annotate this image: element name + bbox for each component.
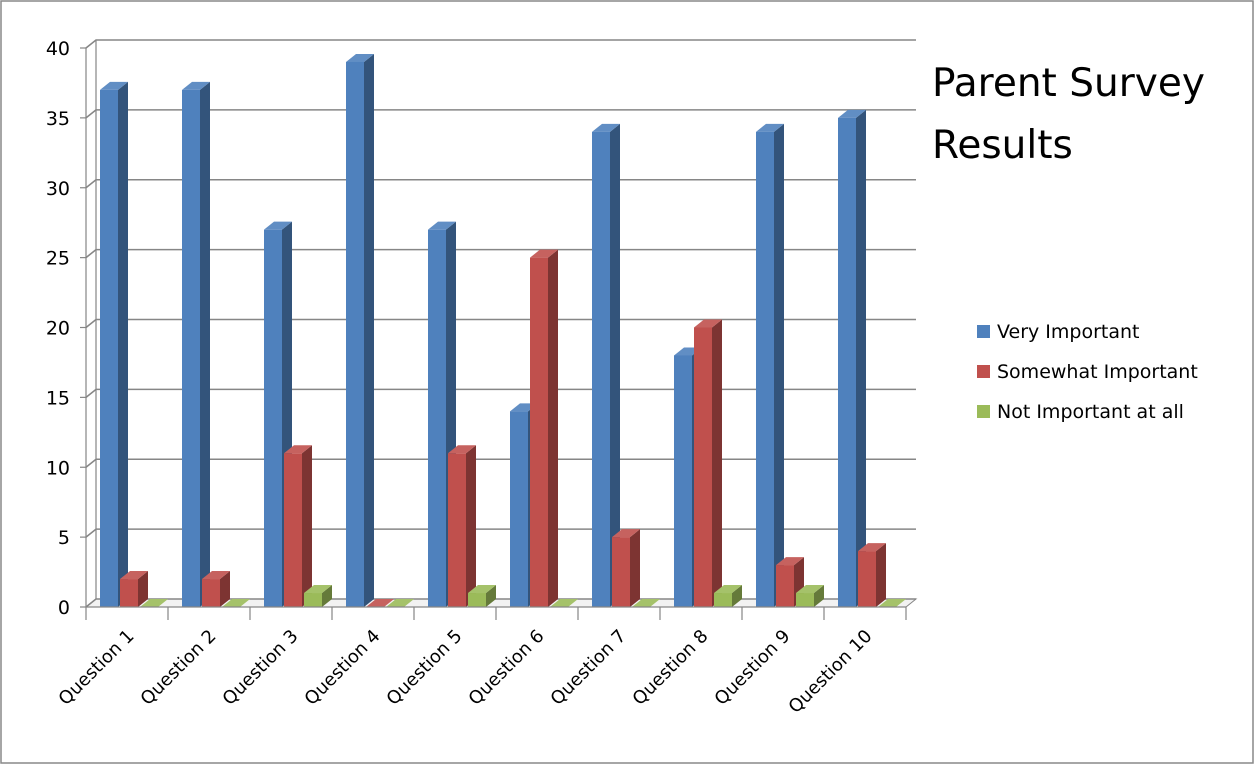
legend-item: Somewhat Important (977, 361, 1198, 383)
bar (694, 319, 722, 607)
gridline (85, 39, 916, 49)
bar (796, 585, 824, 607)
bar (858, 543, 886, 607)
chart-title-line-1: Parent Survey (932, 61, 1205, 106)
bar (222, 599, 250, 607)
bar (530, 249, 558, 607)
bar (448, 445, 476, 607)
legend-label: Somewhat Important (997, 361, 1198, 383)
legend-item: Not Important at all (977, 401, 1184, 423)
y-tick-label: 25 (46, 248, 70, 270)
bar (756, 123, 784, 607)
bar (284, 445, 312, 607)
y-tick-label: 5 (58, 527, 70, 549)
legend-item: Very Important (977, 321, 1140, 343)
chart-title-line-2: Results (932, 123, 1073, 168)
bar (468, 585, 496, 607)
bar (386, 599, 414, 607)
y-axis: 0 5 10 15 20 25 30 35 40 (46, 38, 87, 619)
bar (140, 599, 168, 607)
bar (632, 599, 660, 607)
legend-swatch (977, 405, 990, 418)
y-tick-label: 0 (58, 597, 70, 619)
legend-label: Very Important (997, 321, 1140, 343)
bar (878, 599, 906, 607)
bar (120, 571, 148, 607)
gridline (85, 178, 916, 189)
y-tick-label: 20 (46, 318, 70, 340)
gridline (85, 248, 916, 259)
bar (366, 599, 394, 607)
bar (100, 81, 128, 608)
bar (182, 81, 210, 608)
y-tick-label: 40 (46, 38, 70, 60)
gridline (85, 388, 916, 398)
bar (714, 585, 742, 607)
bar (346, 53, 374, 608)
legend-label: Not Important at all (997, 401, 1184, 423)
bar (592, 123, 620, 607)
y-tick-label: 15 (46, 387, 70, 409)
bar (612, 529, 640, 607)
y-tick-label: 10 (46, 457, 70, 479)
bar (550, 599, 578, 607)
y-tick-label: 30 (46, 178, 70, 200)
gridline (85, 458, 916, 468)
gridline (85, 318, 916, 329)
y-tick-label: 35 (46, 108, 70, 130)
chart-title: Parent Survey Results (932, 61, 1205, 168)
legend: Very Important Somewhat Important Not Impo… (977, 321, 1198, 423)
legend-swatch (977, 365, 990, 378)
bar (202, 571, 230, 607)
legend-swatch (977, 325, 990, 338)
bar (304, 585, 332, 607)
bars (100, 53, 906, 608)
gridline (85, 528, 916, 538)
gridline (85, 109, 916, 119)
bar (838, 109, 866, 607)
